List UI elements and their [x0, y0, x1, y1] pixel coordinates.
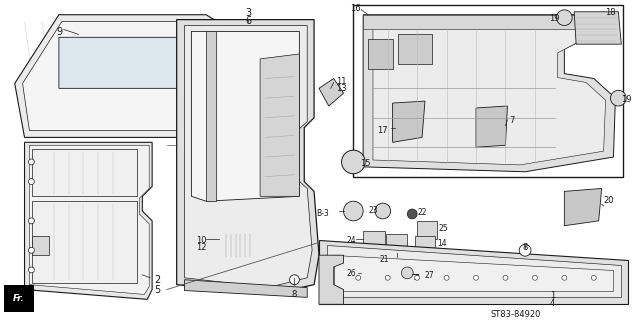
- Text: 13: 13: [336, 84, 347, 93]
- Text: 4: 4: [550, 299, 555, 308]
- Text: 20: 20: [604, 196, 614, 205]
- Bar: [221, 231, 260, 260]
- Text: 6: 6: [245, 16, 252, 26]
- Text: 27: 27: [425, 271, 434, 280]
- Text: 18: 18: [606, 8, 616, 17]
- Polygon shape: [22, 21, 262, 131]
- Polygon shape: [392, 101, 425, 142]
- Text: B-3: B-3: [316, 209, 329, 218]
- Circle shape: [407, 209, 417, 219]
- Text: 24: 24: [347, 236, 356, 244]
- Text: ST83-84920: ST83-84920: [490, 310, 540, 319]
- Polygon shape: [373, 21, 606, 165]
- Text: 8: 8: [522, 244, 528, 252]
- Circle shape: [29, 247, 34, 253]
- Circle shape: [29, 179, 34, 185]
- Polygon shape: [32, 149, 138, 196]
- Text: 14: 14: [437, 239, 447, 249]
- Text: 3: 3: [245, 8, 252, 18]
- Polygon shape: [363, 15, 615, 172]
- Text: 16: 16: [350, 4, 361, 13]
- Text: 1: 1: [550, 291, 555, 300]
- Text: 7: 7: [510, 116, 515, 125]
- Text: 8: 8: [292, 290, 297, 299]
- Polygon shape: [29, 145, 149, 294]
- Polygon shape: [363, 15, 604, 29]
- Polygon shape: [176, 20, 319, 294]
- Circle shape: [29, 159, 34, 165]
- Polygon shape: [260, 54, 299, 196]
- Polygon shape: [191, 31, 299, 201]
- Circle shape: [29, 218, 34, 224]
- Circle shape: [415, 275, 420, 280]
- Circle shape: [401, 267, 413, 279]
- Text: 12: 12: [196, 244, 207, 252]
- Circle shape: [356, 275, 361, 280]
- Polygon shape: [368, 39, 392, 69]
- Text: 19: 19: [548, 14, 559, 23]
- Bar: [354, 5, 623, 177]
- Circle shape: [385, 275, 390, 280]
- Circle shape: [290, 275, 299, 284]
- Polygon shape: [32, 236, 49, 255]
- Polygon shape: [361, 265, 388, 280]
- Circle shape: [503, 275, 508, 280]
- Polygon shape: [59, 37, 196, 88]
- Polygon shape: [206, 31, 216, 201]
- Circle shape: [473, 275, 478, 280]
- Polygon shape: [32, 201, 138, 283]
- Circle shape: [591, 275, 596, 280]
- Polygon shape: [476, 106, 508, 147]
- Polygon shape: [15, 15, 270, 137]
- Text: 17: 17: [377, 126, 388, 135]
- Text: 11: 11: [336, 76, 346, 85]
- Text: 9: 9: [56, 28, 62, 37]
- Polygon shape: [185, 280, 307, 297]
- Polygon shape: [397, 34, 432, 64]
- Bar: [417, 221, 437, 238]
- Polygon shape: [327, 245, 621, 297]
- Text: 15: 15: [360, 159, 371, 168]
- Text: 10: 10: [196, 236, 207, 244]
- Polygon shape: [334, 255, 613, 291]
- Text: 26: 26: [347, 269, 356, 278]
- Text: 19: 19: [621, 95, 632, 104]
- Polygon shape: [319, 240, 628, 304]
- Circle shape: [343, 201, 363, 221]
- Bar: [386, 234, 407, 253]
- Text: 5: 5: [154, 284, 160, 295]
- Text: 21: 21: [379, 255, 389, 264]
- Text: 2: 2: [154, 275, 160, 285]
- Circle shape: [562, 275, 567, 280]
- Polygon shape: [25, 142, 152, 299]
- Text: 22: 22: [417, 208, 427, 217]
- Circle shape: [610, 90, 626, 106]
- Circle shape: [341, 150, 365, 174]
- Bar: [363, 231, 385, 248]
- Text: Fr.: Fr.: [13, 294, 24, 303]
- Circle shape: [375, 203, 390, 219]
- Bar: [415, 236, 435, 253]
- Polygon shape: [185, 26, 312, 288]
- Circle shape: [557, 10, 572, 26]
- Circle shape: [444, 275, 449, 280]
- Text: 23: 23: [368, 206, 378, 215]
- Circle shape: [519, 244, 531, 256]
- Text: 25: 25: [439, 224, 448, 233]
- Polygon shape: [319, 255, 343, 304]
- Polygon shape: [319, 78, 343, 106]
- Circle shape: [533, 275, 538, 280]
- Polygon shape: [564, 188, 602, 226]
- Circle shape: [29, 267, 34, 273]
- Polygon shape: [574, 12, 621, 44]
